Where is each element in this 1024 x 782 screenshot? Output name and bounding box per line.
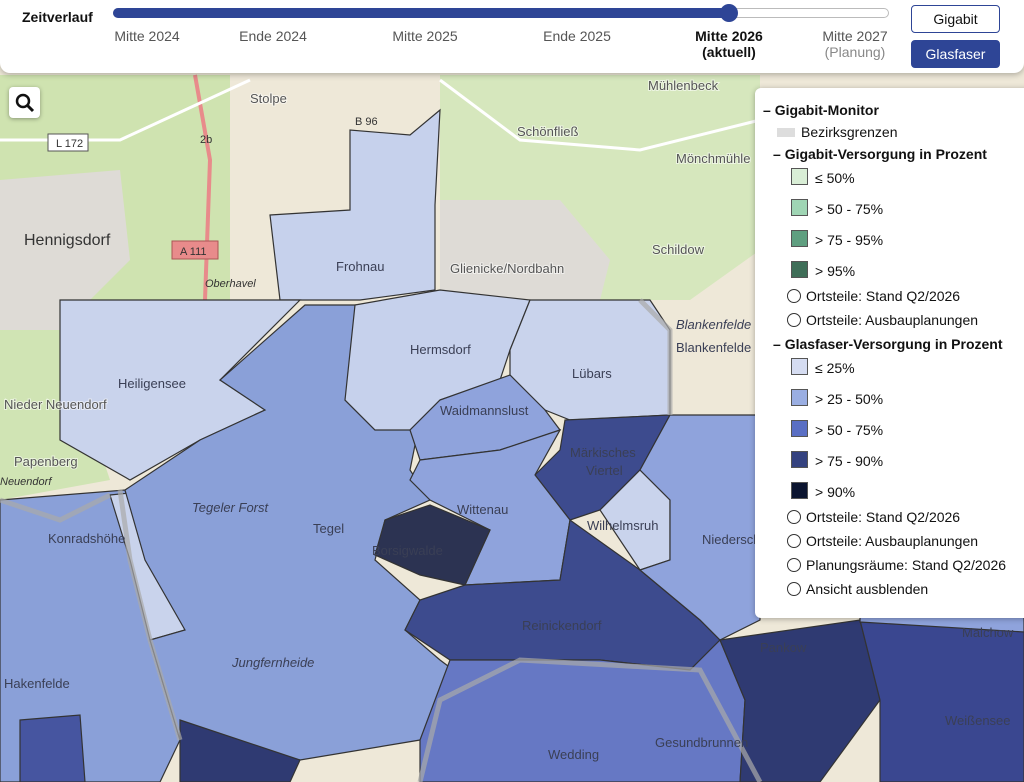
legend-label: > 75 - 95% — [815, 232, 884, 248]
timeline-stop[interactable]: Ende 2025 — [543, 28, 611, 44]
district-label: Viertel — [586, 463, 623, 478]
radio-label[interactable]: Ortsteile: Ausbauplanungen — [806, 312, 979, 328]
legend-label: ≤ 25% — [815, 360, 855, 376]
radio-button[interactable] — [787, 582, 801, 596]
timeline-stop-label: Ende 2025 — [543, 28, 611, 44]
district-label: Tegel — [313, 521, 344, 536]
timeline-stop[interactable]: Mitte 2025 — [392, 28, 457, 44]
timeline-stop[interactable]: Mitte 2024 — [114, 28, 179, 44]
radio-button[interactable] — [787, 558, 801, 572]
legend-label: > 95% — [815, 263, 856, 279]
legend-swatch — [791, 230, 808, 247]
road-label: L 172 — [56, 138, 83, 150]
legend-boundary[interactable]: Bezirksgrenzen — [801, 124, 898, 140]
radio-label[interactable]: Ortsteile: Stand Q2/2026 — [806, 509, 961, 525]
legend-swatch — [791, 358, 808, 375]
timeline-stop-label: Mitte 2024 — [114, 28, 180, 44]
district-label: Wilhelmsruh — [587, 518, 659, 533]
legend-swatch — [791, 389, 808, 406]
district-label: Waidmannslust — [440, 403, 529, 418]
legend-swatch — [791, 261, 808, 278]
legend-swatch — [791, 420, 808, 437]
legend-swatch — [791, 482, 808, 499]
timeline-stop-note: (aktuell) — [702, 44, 756, 60]
road-label: B 96 — [355, 116, 378, 128]
timeline-stop-label: Ende 2024 — [239, 28, 307, 44]
timeline-stop[interactable]: Mitte 2027 (Planung) — [822, 28, 887, 60]
road-label: A 111 — [180, 246, 207, 258]
legend-group-title[interactable]: – Gigabit-Versorgung in Prozent — [773, 146, 987, 162]
place-label: Schildow — [652, 242, 705, 257]
place-label: Schönfließ — [517, 124, 578, 139]
boundary-swatch — [777, 128, 795, 137]
timeline-stop-label: Mitte 2025 — [392, 28, 458, 44]
district-label: Frohnau — [336, 259, 384, 274]
timeline-stop[interactable]: Mitte 2026 (aktuell) — [695, 28, 763, 60]
district-label: Blankenfelde — [676, 340, 751, 355]
timeline-bar: Zeitverlauf Mitte 2024 Ende 2024 Mitte 202… — [0, 0, 1024, 73]
legend-swatch — [791, 199, 808, 216]
legend-panel: – Gigabit-Monitor Bezirksgrenzen – Gigabit… — [755, 88, 1024, 618]
timeline-stop[interactable]: Ende 2024 — [239, 28, 307, 44]
legend-label: > 25 - 50% — [815, 391, 884, 407]
district-label: Hakenfelde — [4, 676, 70, 691]
radio-label[interactable]: Ortsteile: Ausbauplanungen — [806, 533, 979, 549]
radio-label[interactable]: Ansicht ausblenden — [806, 581, 929, 597]
legend-title[interactable]: – Gigabit-Monitor — [763, 102, 879, 118]
district-label: Gesundbrunnen — [655, 735, 748, 750]
district-label: Lübars — [572, 366, 612, 381]
district-label: Weißensee — [945, 713, 1011, 728]
district-label: Heiligensee — [118, 376, 186, 391]
search-icon — [15, 93, 35, 113]
district-label: Wedding — [548, 747, 599, 762]
legend-swatch — [791, 168, 808, 185]
slider-fill — [113, 8, 729, 18]
road-label: 2b — [200, 134, 212, 146]
district-label: Malchow — [962, 625, 1014, 640]
legend-group-title[interactable]: – Glasfaser-Versorgung in Prozent — [773, 336, 1003, 352]
district-label: Wittenau — [457, 502, 508, 517]
legend-label: > 50 - 75% — [815, 201, 884, 217]
place-label: Nieder Neuendorf — [4, 397, 107, 412]
place-label: Neuendorf — [0, 476, 52, 488]
radio-button[interactable] — [787, 510, 801, 524]
legend-swatch — [791, 451, 808, 468]
timeline-stop-label: Mitte 2026 — [695, 28, 763, 44]
timeline-title: Zeitverlauf — [22, 9, 93, 25]
legend-label: > 90% — [815, 484, 856, 500]
district-label: Pankow — [760, 640, 807, 655]
radio-button[interactable] — [787, 289, 801, 303]
radio-button[interactable] — [787, 313, 801, 327]
legend-label: > 50 - 75% — [815, 422, 884, 438]
timeline-stop-note: (Planung) — [824, 44, 886, 60]
district-label: Märkisches — [570, 445, 636, 460]
place-label: Glienicke/Nordbahn — [450, 261, 564, 276]
district-label: Reinickendorf — [522, 618, 602, 633]
place-label: Mühlenbeck — [648, 78, 719, 93]
legend-label: > 75 - 90% — [815, 453, 884, 469]
legend-label: ≤ 50% — [815, 170, 855, 186]
radio-button[interactable] — [787, 534, 801, 548]
district-label: Borsigwalde — [372, 543, 443, 558]
radio-label[interactable]: Planungsräume: Stand Q2/2026 — [806, 557, 1007, 573]
place-label: Stolpe — [250, 91, 287, 106]
place-label: Hennigsdorf — [24, 232, 111, 249]
district-label: Konradshöhe — [48, 531, 125, 546]
place-label: Papenberg — [14, 454, 78, 469]
radio-label[interactable]: Ortsteile: Stand Q2/2026 — [806, 288, 961, 304]
layer-button[interactable]: Gigabit — [911, 5, 1000, 33]
place-label: Blankenfelde — [676, 317, 751, 332]
place-label: Mönchmühle — [676, 151, 750, 166]
slider-knob[interactable] — [720, 4, 738, 22]
timeline-stop-label: Mitte 2027 — [822, 28, 888, 44]
layer-button[interactable]: Glasfaser — [911, 40, 1000, 68]
district-label: Hermsdorf — [410, 342, 471, 357]
area-label: Tegeler Forst — [192, 500, 269, 515]
area-label: Oberhavel — [205, 278, 256, 290]
search-button[interactable] — [9, 87, 40, 118]
area-label: Jungfernheide — [231, 655, 314, 670]
